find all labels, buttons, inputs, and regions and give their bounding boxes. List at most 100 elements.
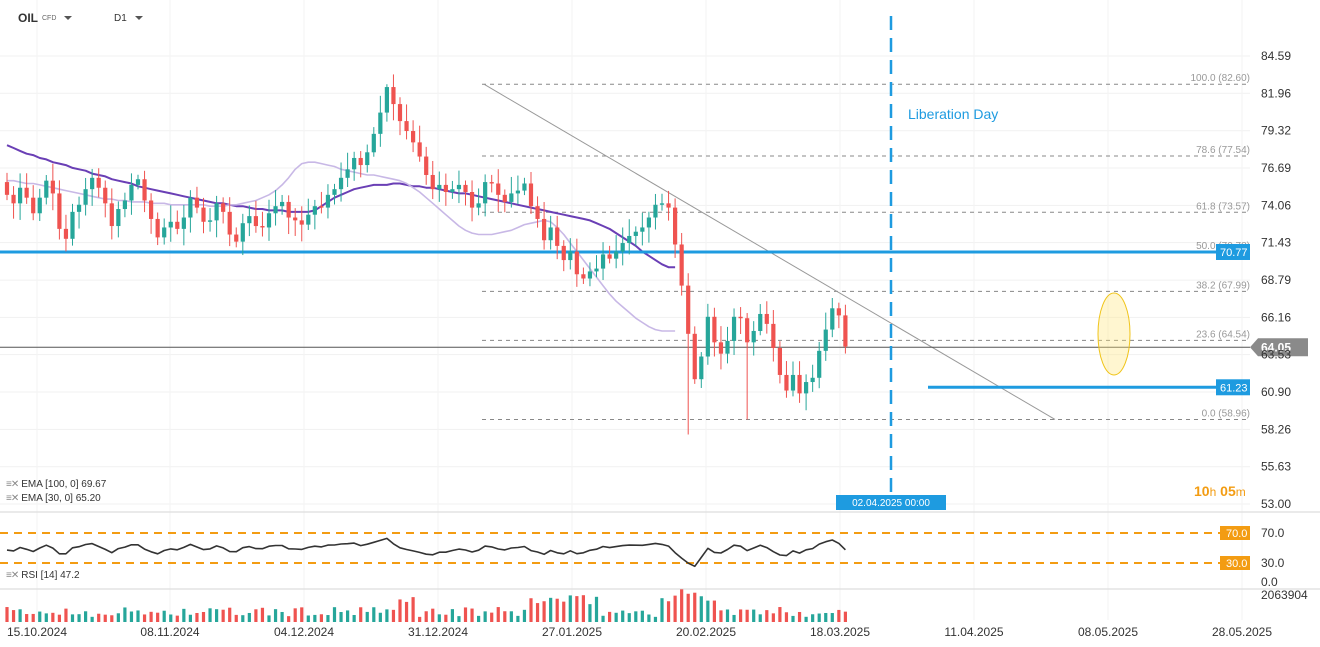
volume-bar <box>811 614 815 622</box>
volume-bar <box>837 609 841 622</box>
volume-bar <box>529 598 533 622</box>
volume-bar <box>287 616 291 622</box>
volume-bar <box>313 614 317 622</box>
volume-bar <box>601 615 605 622</box>
symbol-selector[interactable]: OIL CFD <box>18 10 73 26</box>
settings-icon[interactable]: ≡✕ <box>6 570 19 581</box>
volume-bar <box>549 597 553 622</box>
price-tick-label: 58.26 <box>1261 422 1291 436</box>
price-gridlines <box>0 0 1250 620</box>
bear-candle <box>502 194 507 202</box>
volume-bar <box>169 614 173 622</box>
fib-level-label: 61.8 (73.57) <box>1196 201 1250 212</box>
highlight-ellipse <box>1097 292 1131 376</box>
ema30-legend[interactable]: ≡✕ EMA [30, 0] 65.20 <box>6 493 101 504</box>
bear-candle <box>496 183 501 195</box>
bear-candle <box>745 318 750 343</box>
bear-candle <box>489 182 494 184</box>
bull-candle <box>646 217 651 228</box>
bull-candle <box>640 227 645 232</box>
bear-candle <box>50 180 55 194</box>
date-axis: 15.10.2024 08.11.2024 04.12.2024 31.12.2024… <box>7 625 1272 639</box>
settings-icon[interactable]: ≡✕ <box>6 479 19 490</box>
bull-candle <box>731 316 737 341</box>
bear-candle <box>528 183 534 207</box>
bull-candle <box>188 197 193 218</box>
volume-bar <box>824 612 828 622</box>
bull-candle <box>817 350 822 378</box>
bull-candle <box>247 216 252 224</box>
volume-bar <box>463 607 468 622</box>
date-tick-label: 08.05.2025 <box>1078 625 1138 639</box>
bear-candle <box>771 323 776 349</box>
volume-bar <box>31 613 35 622</box>
rsi-tick-label: 0.0 <box>1261 575 1278 589</box>
price-axis: 84.59 81.96 79.32 76.69 74.06 71.43 68.79 66.16… <box>1261 49 1291 511</box>
volume-bar <box>241 615 245 622</box>
volume-bar <box>719 610 723 622</box>
bear-candle <box>103 187 108 204</box>
volume-bar <box>38 611 42 622</box>
volume-bar <box>634 611 638 622</box>
volume-bar <box>319 614 323 622</box>
bull-candle <box>659 203 665 205</box>
bull-candle <box>476 203 481 208</box>
volume-bar <box>228 607 232 622</box>
bull-candle <box>83 189 88 205</box>
bear-candle <box>607 254 612 259</box>
ema100-legend[interactable]: ≡✕ EMA [100, 0] 69.67 <box>6 479 106 490</box>
rsi-legend-label: RSI [14] 47.2 <box>21 570 80 581</box>
bear-candle <box>31 197 36 214</box>
bull-candle <box>207 220 213 222</box>
bear-candle <box>777 348 782 375</box>
date-tick-label: 28.05.2025 <box>1212 625 1272 639</box>
volume-bar <box>398 599 402 622</box>
last-price-tag <box>1250 338 1308 357</box>
rsi-tick-label: 70.0 <box>1261 526 1285 540</box>
timeframe-selector[interactable]: D1 <box>114 10 143 26</box>
symbol-type: CFD <box>42 14 57 22</box>
fib-level-label: 0.0 (58.96) <box>1202 408 1250 419</box>
volume-bar <box>477 615 481 622</box>
volume-bar <box>70 614 75 622</box>
rsi-line <box>6 537 846 568</box>
bull-candle <box>280 201 285 207</box>
volume-bar <box>817 613 821 622</box>
bear-candle <box>234 234 239 242</box>
bear-candle <box>299 220 304 225</box>
rsi-legend[interactable]: ≡✕ RSI [14] 47.2 <box>6 570 80 581</box>
bear-candle <box>764 313 769 324</box>
liberation-day-marker: Liberation Day 02.04.2025 00:00 <box>836 16 998 510</box>
volume-bar <box>208 608 212 622</box>
bull-candle <box>804 382 809 394</box>
bear-candle <box>4 182 10 195</box>
volume-bar <box>588 604 592 622</box>
volume-bar <box>535 603 540 622</box>
volume-bar <box>188 614 192 622</box>
volume-bar <box>149 611 153 622</box>
rsi-level-value: 70.0 <box>1226 528 1247 540</box>
volume-bar <box>424 611 428 622</box>
volume-bar <box>470 608 474 622</box>
bull-candle <box>37 197 42 214</box>
bear-candle <box>63 228 69 239</box>
date-tick-label: 04.12.2024 <box>274 625 334 639</box>
volume-bar <box>804 616 808 622</box>
chevron-down-icon <box>134 16 143 20</box>
date-tick-label: 15.10.2024 <box>7 625 67 639</box>
bull-candle <box>76 204 82 212</box>
bull-candle <box>456 184 462 190</box>
volume-bar <box>608 611 612 622</box>
bull-candle <box>168 221 173 228</box>
volume-bar <box>516 615 520 622</box>
volume-bar <box>444 614 448 622</box>
settings-icon[interactable]: ≡✕ <box>6 493 19 504</box>
price-tick-label: 60.90 <box>1261 385 1291 399</box>
volume-bar <box>621 610 625 622</box>
support-resistance-levels[interactable]: 64.05 70.77 61.23 <box>0 243 1308 396</box>
volume-bar <box>90 616 94 622</box>
volume-bar <box>346 610 350 622</box>
bull-candle <box>240 223 245 242</box>
bull-candle <box>614 251 619 259</box>
